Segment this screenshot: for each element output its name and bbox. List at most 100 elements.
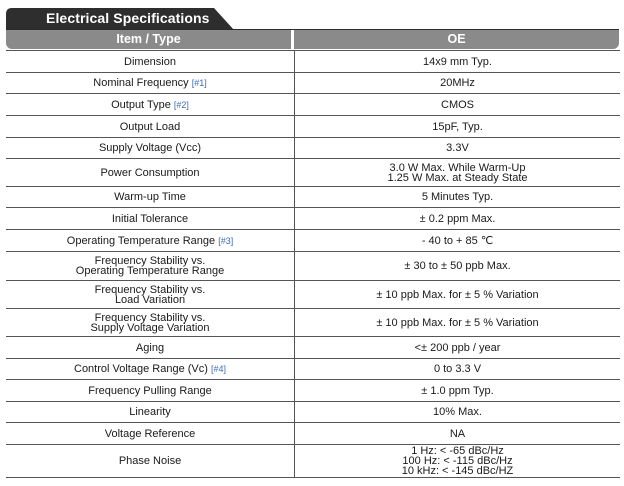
table-row: Power Consumption 3.0 W Max. While Warm-… bbox=[6, 158, 620, 187]
item-value: ± 30 to ± 50 ppb Max. bbox=[404, 260, 511, 272]
value-cell: NA bbox=[294, 422, 620, 445]
item-value: 15pF, Typ. bbox=[432, 120, 483, 133]
table-row: Initial Tolerance ± 0.2 ppm Max. bbox=[6, 207, 620, 230]
item-label: Initial Tolerance bbox=[111, 212, 189, 225]
table-row: Frequency Stability vs. Operating Tempera… bbox=[6, 251, 620, 281]
table-row: Operating Temperature Range [#3] - 40 to… bbox=[6, 229, 620, 252]
item-label: Phase Noise bbox=[118, 455, 182, 467]
item-cell: Warm-up Time bbox=[6, 186, 295, 208]
item-cell: Nominal Frequency [#1] bbox=[6, 72, 295, 94]
table-row: Frequency Stability vs. Load Variation ± … bbox=[6, 280, 620, 309]
item-cell: Output Load bbox=[6, 115, 295, 138]
item-label: Dimension bbox=[124, 55, 176, 68]
item-cell: Supply Voltage (Vcc) bbox=[6, 137, 295, 159]
item-label: Supply Voltage (Vcc) bbox=[98, 142, 202, 154]
item-value: 1 Hz: < -65 dBc/Hz bbox=[411, 445, 504, 457]
value-cell: ± 0.2 ppm Max. bbox=[294, 207, 620, 230]
footnote-ref: [#2] bbox=[173, 99, 189, 110]
item-label: Frequency Stability vs. bbox=[94, 311, 206, 324]
item-value: 10% Max. bbox=[433, 406, 482, 418]
table-row: Aging <± 200 ppb / year bbox=[6, 336, 620, 359]
item-cell: Output Type [#2] bbox=[6, 93, 295, 116]
item-value: - 40 to + 85 ℃ bbox=[421, 234, 494, 247]
section-title-tab: Electrical Specifications bbox=[6, 8, 234, 30]
value-cell: ± 10 ppb Max. for ± 5 % Variation bbox=[294, 308, 620, 337]
table-row: Supply Voltage (Vcc) 3.3V bbox=[6, 137, 620, 159]
item-value: 14x9 mm Typ. bbox=[423, 55, 492, 68]
item-label-line2: Supply Voltage Variation bbox=[90, 321, 210, 334]
footnote-ref: [#3] bbox=[218, 235, 234, 246]
item-label: Voltage Reference bbox=[104, 427, 196, 440]
table-row: Voltage Reference NA bbox=[6, 422, 620, 445]
value-cell: 3.0 W Max. While Warm-Up 1.25 W Max. at S… bbox=[294, 158, 620, 187]
spec-table: Dimension 14x9 mm Typ. Nominal Frequency… bbox=[6, 50, 620, 478]
item-label: Frequency Stability vs. bbox=[94, 283, 206, 296]
item-value: CMOS bbox=[441, 98, 474, 111]
item-cell: Initial Tolerance bbox=[6, 207, 295, 230]
item-cell: Power Consumption bbox=[6, 158, 295, 187]
value-cell: ± 1.0 ppm Typ. bbox=[294, 379, 620, 402]
table-row: Dimension 14x9 mm Typ. bbox=[6, 50, 620, 73]
item-value-line2: 1.25 W Max. at Steady State bbox=[387, 171, 528, 184]
item-label: Frequency Stability vs. bbox=[94, 255, 206, 267]
section-title: Electrical Specifications bbox=[46, 10, 210, 26]
value-cell: 0 to 3.3 V bbox=[294, 358, 620, 380]
item-value-line3: 10 kHz: < -145 dBc/HZ bbox=[401, 465, 514, 477]
item-cell: Aging bbox=[6, 336, 295, 359]
item-value: 0 to 3.3 V bbox=[433, 363, 482, 375]
value-cell: CMOS bbox=[294, 93, 620, 116]
item-value: <± 200 ppb / year bbox=[414, 341, 501, 354]
item-label: Operating Temperature Range bbox=[66, 234, 216, 247]
item-cell: Voltage Reference bbox=[6, 422, 295, 445]
item-label: Linearity bbox=[129, 406, 171, 418]
item-value: ± 10 ppb Max. for ± 5 % Variation bbox=[376, 316, 539, 329]
value-cell: 15pF, Typ. bbox=[294, 115, 620, 138]
item-value: 3.3V bbox=[446, 142, 469, 154]
footnote-ref: [#1] bbox=[191, 78, 207, 88]
item-cell: Frequency Pulling Range bbox=[6, 379, 295, 402]
item-value: 20MHz bbox=[440, 77, 475, 89]
column-header-item: Item / Type bbox=[6, 30, 291, 49]
value-cell: <± 200 ppb / year bbox=[294, 336, 620, 359]
item-label: Warm-up Time bbox=[114, 191, 186, 203]
item-cell: Frequency Stability vs. Operating Tempera… bbox=[6, 251, 295, 281]
item-label-line2: Load Variation bbox=[114, 293, 186, 306]
table-row: Control Voltage Range (Vc) [#4] 0 to 3.3… bbox=[6, 358, 620, 380]
value-cell: 3.3V bbox=[294, 137, 620, 159]
column-header-value: OE bbox=[294, 30, 619, 49]
item-value: ± 10 ppb Max. for ± 5 % Variation bbox=[376, 288, 539, 301]
value-cell: 10% Max. bbox=[294, 401, 620, 423]
item-label: Output Load bbox=[119, 120, 181, 133]
item-value: 3.0 W Max. While Warm-Up bbox=[389, 161, 526, 174]
value-cell: 14x9 mm Typ. bbox=[294, 50, 620, 73]
item-value: ± 1.0 ppm Typ. bbox=[421, 384, 494, 397]
item-cell: Frequency Stability vs. Supply Voltage Va… bbox=[6, 308, 295, 337]
value-cell: 1 Hz: < -65 dBc/Hz 100 Hz: < -115 dBc/Hz 1… bbox=[294, 444, 620, 478]
item-label: Power Consumption bbox=[100, 166, 200, 179]
table-row: Nominal Frequency [#1] 20MHz bbox=[6, 72, 620, 94]
table-row: Warm-up Time 5 Minutes Typ. bbox=[6, 186, 620, 208]
value-cell: ± 30 to ± 50 ppb Max. bbox=[294, 251, 620, 281]
item-cell: Dimension bbox=[6, 50, 295, 73]
item-value-line2: 100 Hz: < -115 dBc/Hz bbox=[402, 455, 513, 467]
section-title-bar: Electrical Specifications bbox=[6, 8, 619, 30]
item-label-line2: Operating Temperature Range bbox=[75, 265, 225, 277]
value-cell: 20MHz bbox=[294, 72, 620, 94]
footnote-ref: [#4] bbox=[210, 364, 226, 374]
item-label: Control Voltage Range (Vc) bbox=[74, 363, 208, 375]
item-value: ± 0.2 ppm Max. bbox=[419, 212, 496, 225]
value-cell: ± 10 ppb Max. for ± 5 % Variation bbox=[294, 280, 620, 309]
item-label: Output Type bbox=[111, 98, 171, 111]
value-cell: - 40 to + 85 ℃ bbox=[294, 229, 620, 252]
title-underline bbox=[6, 29, 619, 30]
item-label: Nominal Frequency bbox=[93, 77, 189, 89]
item-value: NA bbox=[449, 427, 466, 440]
item-label: Frequency Pulling Range bbox=[88, 384, 212, 397]
value-cell: 5 Minutes Typ. bbox=[294, 186, 620, 208]
item-value: 5 Minutes Typ. bbox=[421, 191, 494, 203]
item-cell: Linearity bbox=[6, 401, 295, 423]
item-cell: Frequency Stability vs. Load Variation bbox=[6, 280, 295, 309]
table-row: Linearity 10% Max. bbox=[6, 401, 620, 423]
table-row: Output Load 15pF, Typ. bbox=[6, 115, 620, 138]
table-row: Frequency Pulling Range ± 1.0 ppm Typ. bbox=[6, 379, 620, 402]
